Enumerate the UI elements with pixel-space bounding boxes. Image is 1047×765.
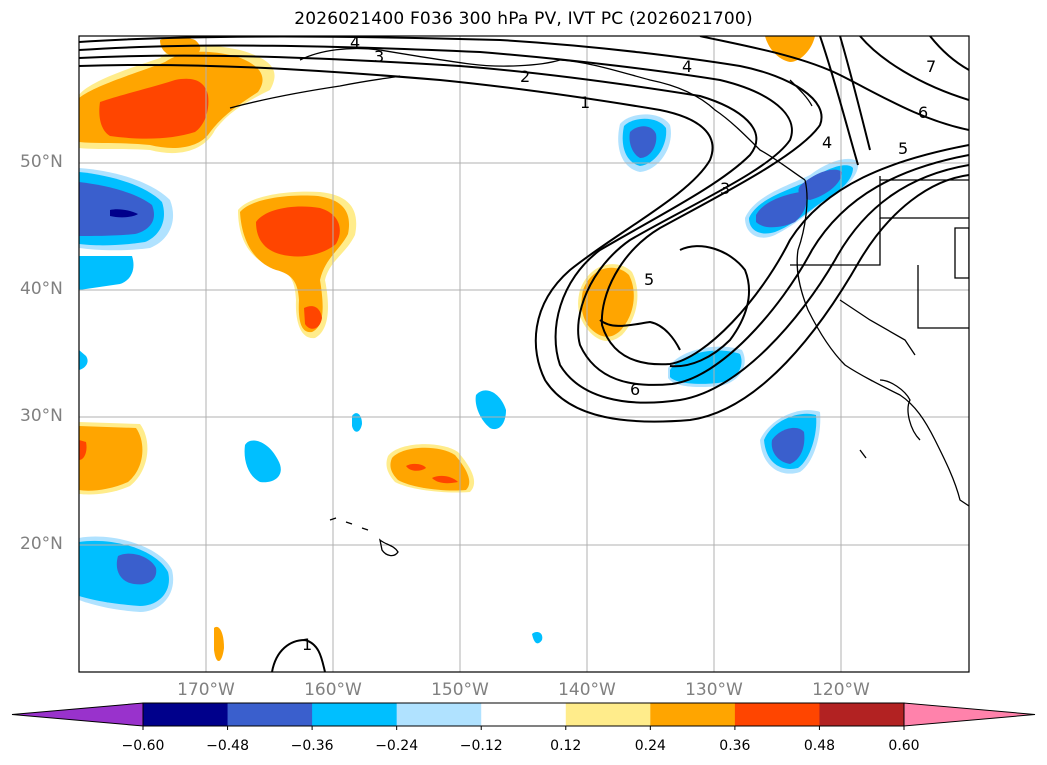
map-frame xyxy=(78,35,970,673)
pv-blob-negative xyxy=(244,440,281,483)
contour-label-7: 7 xyxy=(926,57,936,76)
pv-blob-negative xyxy=(532,632,543,644)
lon-label-150w: 150°W xyxy=(431,680,489,700)
contour-label-3: 3 xyxy=(720,179,730,198)
lon-label-120w: 120°W xyxy=(812,680,870,700)
lon-label-130w: 130°W xyxy=(685,680,743,700)
map-title: 2026021400 F036 300 hPa PV, IVT PC (2026… xyxy=(294,9,753,29)
contour-label-1: 1 xyxy=(302,635,312,654)
pv-blob-positive xyxy=(238,191,357,339)
contour-label-2: 2 xyxy=(520,67,530,86)
contour-label-1: 1 xyxy=(580,93,590,112)
pv-blob-negative xyxy=(475,390,506,430)
colorbar-segment xyxy=(734,703,820,726)
colorbar-tick-label: −0.12 xyxy=(459,738,503,754)
colorbar-tick-label: −0.36 xyxy=(290,738,334,754)
contour-label-5: 5 xyxy=(898,139,908,158)
colorbar-tick-label: −0.24 xyxy=(375,738,419,754)
pv-blob-positive xyxy=(214,626,224,662)
colorbar-segment xyxy=(396,703,482,726)
coastlines xyxy=(229,47,969,557)
colorbar-tick-label: −0.48 xyxy=(206,738,249,754)
colorbar-segment xyxy=(650,703,736,726)
lon-label-170w: 170°W xyxy=(177,680,235,700)
gridlines xyxy=(79,36,969,672)
contour-label-5: 5 xyxy=(644,270,654,289)
pv-blob-negative xyxy=(618,114,671,172)
pv-blob-positive xyxy=(79,422,148,495)
lat-label-30n: 30°N xyxy=(20,406,63,426)
lat-label-20n: 20°N xyxy=(20,534,63,554)
colorbar-tick-label: 0.36 xyxy=(719,738,751,754)
colorbar-segment xyxy=(227,703,313,726)
colorbar-tick-label: 0.24 xyxy=(634,738,666,754)
colorbar-segment xyxy=(565,703,651,726)
colorbar-segment xyxy=(312,703,398,726)
colorbar-tick-label: 0.60 xyxy=(888,738,920,754)
lat-label-40n: 40°N xyxy=(20,279,63,299)
lat-label-50n: 50°N xyxy=(20,152,63,172)
colorbar-tick-label: −0.60 xyxy=(121,738,165,754)
contour-labels: 2 1 3 4 4 3 4 5 6 7 5 6 1 xyxy=(302,33,936,654)
colorbar-frame xyxy=(142,702,905,727)
pv-blob-positive xyxy=(79,37,275,154)
contour-label-3: 3 xyxy=(374,47,384,66)
pv-blob-positive xyxy=(578,264,638,342)
colorbar-tick-label: 0.12 xyxy=(550,738,582,754)
colorbar-tick-label: 0.48 xyxy=(803,738,836,754)
pv-blob-positive xyxy=(386,444,475,493)
pv-blob-negative xyxy=(352,413,362,432)
colorbar-segment xyxy=(143,703,229,726)
lon-label-140w: 140°W xyxy=(558,680,616,700)
contour-label-4: 4 xyxy=(822,133,832,152)
colorbar-extend-min xyxy=(11,702,144,727)
pv-blob-negative xyxy=(79,168,174,370)
pv-blob-negative xyxy=(745,158,859,238)
colorbar-extend-max xyxy=(903,702,1036,727)
pv-blob-negative xyxy=(79,536,174,612)
contour-label-6: 6 xyxy=(918,103,928,122)
contour-label-6: 6 xyxy=(630,380,640,399)
colorbar-segment xyxy=(819,703,905,726)
colorbar xyxy=(11,702,1036,730)
contour-label-4: 4 xyxy=(682,57,692,76)
pv-blob-positive xyxy=(765,36,815,62)
pv-anomaly-fills xyxy=(79,36,859,662)
contour-label-4: 4 xyxy=(350,33,360,52)
lon-label-160w: 160°W xyxy=(304,680,362,700)
ivt-contours xyxy=(79,36,969,672)
colorbar-segment xyxy=(481,703,567,726)
pv-blob-negative xyxy=(760,410,821,474)
